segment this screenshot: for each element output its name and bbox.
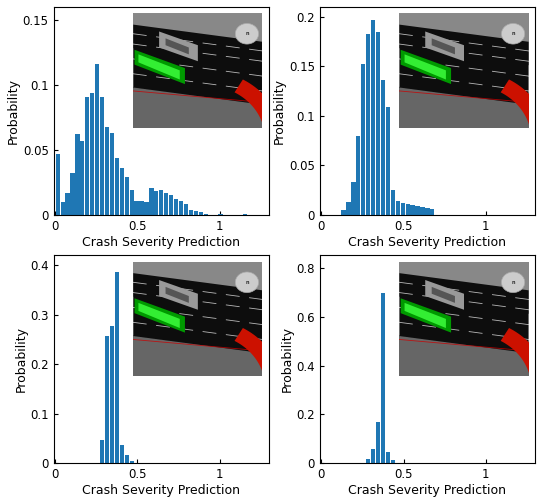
Bar xyxy=(125,177,129,215)
Bar xyxy=(85,97,89,215)
Bar xyxy=(410,205,415,215)
Bar xyxy=(61,202,64,215)
Bar xyxy=(356,136,360,215)
Bar xyxy=(130,190,134,215)
Bar xyxy=(386,107,390,215)
Bar xyxy=(366,34,370,215)
Bar xyxy=(391,190,395,215)
Bar xyxy=(371,449,375,463)
Bar xyxy=(184,205,188,215)
Bar xyxy=(193,211,198,215)
Bar xyxy=(174,199,178,215)
Bar xyxy=(371,20,375,215)
Bar xyxy=(125,455,129,463)
Bar xyxy=(351,182,356,215)
Bar xyxy=(341,210,346,215)
Bar xyxy=(105,127,109,215)
Bar xyxy=(149,187,153,215)
Bar xyxy=(346,202,351,215)
Bar xyxy=(189,210,193,215)
Bar xyxy=(421,207,424,215)
Bar xyxy=(218,214,223,215)
Bar xyxy=(139,201,144,215)
X-axis label: Crash Severity Prediction: Crash Severity Prediction xyxy=(349,484,506,497)
Bar xyxy=(105,336,109,463)
Bar xyxy=(203,214,208,215)
Bar xyxy=(100,439,104,463)
Bar xyxy=(159,190,163,215)
X-axis label: Crash Severity Prediction: Crash Severity Prediction xyxy=(349,235,506,248)
Bar xyxy=(381,293,385,463)
Bar xyxy=(115,272,119,463)
Bar xyxy=(381,80,385,215)
Bar xyxy=(169,196,173,215)
Y-axis label: Probability: Probability xyxy=(14,327,27,393)
Bar xyxy=(376,32,380,215)
Bar xyxy=(376,422,380,463)
Bar xyxy=(179,201,183,215)
Bar xyxy=(130,461,134,463)
Y-axis label: Probability: Probability xyxy=(273,78,286,144)
Bar xyxy=(90,93,94,215)
Y-axis label: Probability: Probability xyxy=(280,327,293,393)
Bar xyxy=(144,202,149,215)
Bar xyxy=(56,154,60,215)
X-axis label: Crash Severity Prediction: Crash Severity Prediction xyxy=(82,484,240,497)
Bar xyxy=(154,192,158,215)
Bar xyxy=(115,158,119,215)
Bar xyxy=(243,214,247,215)
Bar xyxy=(415,206,420,215)
X-axis label: Crash Severity Prediction: Crash Severity Prediction xyxy=(82,235,240,248)
Bar xyxy=(198,212,203,215)
Bar xyxy=(120,445,124,463)
Bar xyxy=(110,326,114,463)
Bar xyxy=(110,133,114,215)
Bar xyxy=(405,204,410,215)
Bar xyxy=(361,65,365,215)
Bar xyxy=(366,459,370,463)
Bar xyxy=(164,193,169,215)
Bar xyxy=(120,168,124,215)
Y-axis label: Probability: Probability xyxy=(7,78,20,144)
Bar xyxy=(100,97,104,215)
Bar xyxy=(396,201,400,215)
Bar xyxy=(75,134,80,215)
Bar xyxy=(66,193,70,215)
Bar xyxy=(134,201,139,215)
Bar xyxy=(401,203,405,215)
Bar xyxy=(95,64,99,215)
Bar xyxy=(430,209,435,215)
Bar xyxy=(425,208,429,215)
Bar xyxy=(391,461,395,463)
Bar xyxy=(70,173,75,215)
Bar xyxy=(80,141,85,215)
Bar xyxy=(386,452,390,463)
